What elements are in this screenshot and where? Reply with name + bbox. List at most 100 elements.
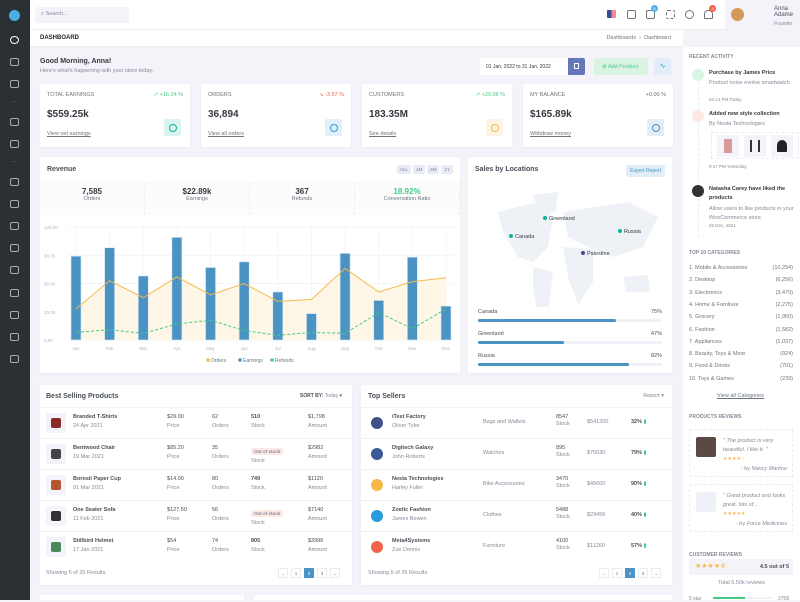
search-input[interactable]: ⌕ Search... xyxy=(35,7,129,23)
activity-title[interactable]: Natasha Carey have liked the products xyxy=(709,186,786,201)
filter-6m[interactable]: 6M xyxy=(427,165,440,174)
category-item[interactable]: 7. Appliances (1,037) xyxy=(689,338,793,345)
category-item[interactable]: 2. Desktop (6,256) xyxy=(689,277,793,284)
table-row[interactable]: Meta4Systems Zoe Dennis Furniture 4100 Sto… xyxy=(361,531,672,562)
activity-toggle-button[interactable]: ∿ xyxy=(654,58,671,75)
table-row[interactable]: Digitech Galaxy John Roberts Watches 895 S… xyxy=(361,438,672,469)
location-progress xyxy=(478,363,662,366)
view-all-categories-link[interactable]: View all Categories xyxy=(717,393,764,399)
seller-name[interactable]: Meta4Systems xyxy=(392,538,431,544)
sidebar-nav-icon[interactable] xyxy=(10,178,19,186)
table-row[interactable]: Stillbird Helmet 17 Jan 2021 $54 Price 74 O… xyxy=(40,531,352,562)
product-name[interactable]: One Seater Sofa xyxy=(73,507,116,513)
product-image-bag[interactable] xyxy=(771,135,793,157)
sidebar-nav-icon[interactable] xyxy=(10,289,19,297)
kpi-link[interactable]: View net earnings xyxy=(47,131,91,137)
page-button[interactable]: 3 xyxy=(317,568,327,578)
sidebar-nav-icon[interactable] xyxy=(10,355,19,363)
page-button[interactable]: 1 xyxy=(612,568,622,578)
cart-icon[interactable] xyxy=(646,10,655,19)
category-item[interactable]: 5. Grocery (1,950) xyxy=(689,314,793,321)
product-name[interactable]: Bentwood Chair xyxy=(73,445,116,451)
category-item[interactable]: 9. Food & Drinks (701) xyxy=(689,363,793,370)
category-item[interactable]: 3. Electronics (3,479) xyxy=(689,289,793,296)
table-row[interactable]: Zoetic Fashion James Bowen Clothes 5488 St… xyxy=(361,500,672,531)
seller-logo xyxy=(371,448,383,460)
legend-marker xyxy=(270,358,274,362)
page-button[interactable]: → xyxy=(330,568,340,578)
table-row[interactable]: iTest Factory Oliver Tyler Bags and Walle… xyxy=(361,407,672,438)
seller-name[interactable]: Zoetic Fashion xyxy=(392,507,431,513)
page-button[interactable]: → xyxy=(651,568,661,578)
seller-name[interactable]: iTest Factory xyxy=(392,414,426,420)
logo[interactable] xyxy=(9,10,20,21)
fullscreen-icon[interactable] xyxy=(666,10,675,19)
table-row[interactable]: Borosil Paper Cup 01 Mar 2021 $14.00 Price… xyxy=(40,469,352,500)
product-image-jacket[interactable] xyxy=(717,135,739,157)
breadcrumb-dashboards[interactable]: Dashboards xyxy=(606,35,637,41)
sort-dropdown[interactable]: SORT BY: Today ▾ xyxy=(299,393,342,399)
page-button[interactable]: 2 xyxy=(625,568,635,578)
category-item[interactable]: 1. Mobile & Accessories (10,294) xyxy=(689,265,793,271)
bell-icon[interactable] xyxy=(704,10,713,19)
sidebar-nav-icon[interactable] xyxy=(10,36,19,44)
map-marker[interactable]: Canada xyxy=(509,234,534,240)
product-name[interactable]: Borosil Paper Cup xyxy=(73,476,121,482)
topbar xyxy=(30,0,800,30)
filter-1m[interactable]: 1M xyxy=(412,165,426,174)
sidebar-nav-icon[interactable] xyxy=(10,244,19,252)
seller-logo xyxy=(371,510,383,522)
map-marker[interactable]: Russia xyxy=(618,229,641,235)
seller-name[interactable]: Digitech Galaxy xyxy=(392,445,434,451)
product-name[interactable]: Branded T-Shirts xyxy=(73,414,118,420)
activity-title[interactable]: Added new style collection xyxy=(709,111,780,117)
sidebar-nav-icon[interactable] xyxy=(10,58,19,66)
date-range-input[interactable]: 01 Jan, 2022 to 31 Jan, 2022 xyxy=(480,58,568,75)
product-name[interactable]: Stillbird Helmet xyxy=(73,538,114,544)
flag-icon[interactable] xyxy=(607,10,616,18)
product-image-camera[interactable] xyxy=(744,135,766,157)
report-dropdown[interactable]: Report ▾ xyxy=(643,393,664,399)
table-row[interactable]: Bentwood Chair 19 Mar 2021 $85.20 Price 35… xyxy=(40,438,352,469)
sidebar-nav-icon[interactable] xyxy=(10,80,19,88)
category-item[interactable]: 8. Beauty, Toys & More (924) xyxy=(689,351,793,358)
map-eurasia xyxy=(563,202,658,257)
page-button[interactable]: 2 xyxy=(304,568,314,578)
sidebar-nav-icon[interactable] xyxy=(10,140,19,148)
activity-title[interactable]: Purchase by James Price xyxy=(709,70,776,76)
sidebar-nav-icon[interactable] xyxy=(10,311,19,319)
sidebar-nav-icon[interactable] xyxy=(10,266,19,274)
category-item[interactable]: 6. Fashion (1,582) xyxy=(689,326,793,333)
table-row[interactable]: Nesta Technologies Harley Fuller Bike Acc… xyxy=(361,469,672,500)
seller-percent: 57% xyxy=(631,543,643,549)
export-report-button[interactable]: Export Report xyxy=(626,165,665,177)
apps-grid-icon[interactable] xyxy=(627,10,636,19)
map-marker[interactable]: Greenland xyxy=(543,216,575,222)
page-button[interactable]: 1 xyxy=(291,568,301,578)
page-button[interactable]: ← xyxy=(599,568,609,578)
kpi-link[interactable]: View all orders xyxy=(208,131,244,137)
filter-1y[interactable]: 1Y xyxy=(441,165,453,174)
seller-name[interactable]: Nesta Technologies xyxy=(392,476,444,482)
kpi-link[interactable]: Withdraw money xyxy=(530,131,571,137)
activity-icon xyxy=(692,185,704,197)
activity-desc: Allow users to like products in your Woo… xyxy=(709,206,794,221)
dark-mode-moon-icon[interactable] xyxy=(685,10,694,19)
map-marker[interactable]: Palestine xyxy=(581,251,610,257)
category-item[interactable]: 4. Home & Furniture (2,275) xyxy=(689,301,793,308)
page-button[interactable]: 3 xyxy=(638,568,648,578)
sidebar-nav-icon[interactable] xyxy=(10,222,19,230)
breadcrumb-current: Dashboard xyxy=(644,35,671,41)
table-row[interactable]: One Seater Sofa 11 Feb 2021 $127.50 Price … xyxy=(40,500,352,531)
add-product-button[interactable]: ⊕ Add Product xyxy=(594,58,648,75)
kpi-link[interactable]: See details xyxy=(369,131,397,137)
table-row[interactable]: Branded T-Shirts 24 Apr 2021 $29.00 Price … xyxy=(40,407,352,438)
avatar[interactable] xyxy=(731,8,744,21)
sidebar-nav-icon[interactable] xyxy=(10,200,19,208)
category-item[interactable]: 10. Toys & Games (239) xyxy=(689,375,793,382)
sidebar-nav-icon[interactable] xyxy=(10,333,19,341)
calendar-button[interactable] xyxy=(568,58,585,75)
page-button[interactable]: ← xyxy=(278,568,288,578)
filter-all[interactable]: ALL xyxy=(396,165,411,174)
sidebar-nav-icon[interactable] xyxy=(10,118,19,126)
